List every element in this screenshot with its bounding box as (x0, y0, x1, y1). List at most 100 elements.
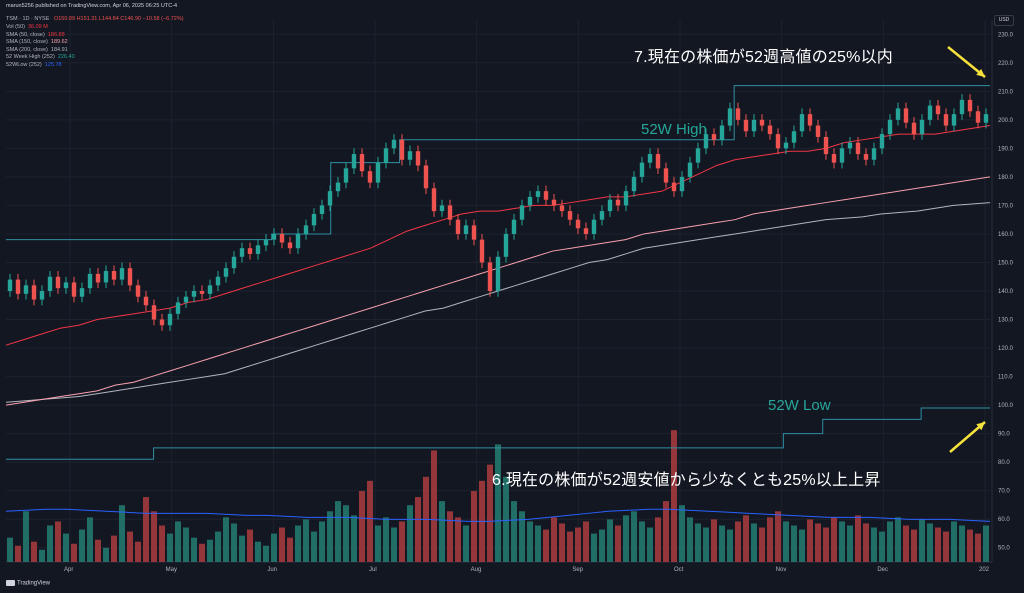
candle-body (927, 105, 933, 120)
candle-body (311, 213, 317, 226)
volume-bar (767, 517, 773, 562)
candle-body (663, 168, 669, 183)
volume-bar (631, 511, 637, 562)
legend-row[interactable]: 52WLow (252) 125.78 (6, 62, 62, 69)
candle-body (839, 148, 845, 163)
candle-body (471, 225, 477, 240)
candle-body (743, 119, 749, 132)
candle-body (295, 233, 301, 249)
volume-bar (407, 505, 413, 562)
candle-body (631, 176, 637, 192)
tradingview-logo: TradingView (6, 580, 50, 587)
candle-body (343, 168, 349, 183)
volume-bar (823, 527, 829, 562)
volume-bar (463, 525, 469, 562)
candle-body (799, 114, 805, 132)
candle-body (119, 268, 125, 280)
candle-body (399, 139, 405, 160)
volume-bar (871, 527, 877, 562)
volume-bar (383, 517, 389, 562)
low52-step-line (6, 407, 990, 460)
candle-body (823, 136, 829, 155)
volume-bar (599, 529, 605, 562)
volume-bar (111, 535, 117, 562)
candle-body (551, 199, 557, 206)
currency-button[interactable]: USD (994, 15, 1014, 26)
volume-bar (615, 525, 621, 562)
candle-body (39, 291, 45, 300)
candle-body (831, 154, 837, 163)
candle-body (559, 205, 565, 212)
volume-bar (959, 525, 965, 562)
candle-body (615, 199, 621, 206)
volume-bar (943, 531, 949, 562)
legend-row[interactable]: Vol (50) 36.09 M (6, 24, 48, 31)
volume-bar (927, 523, 933, 562)
volume-bar (967, 529, 973, 562)
candle-body (511, 219, 517, 234)
volume-bar (343, 505, 349, 562)
volume-bar (591, 533, 597, 562)
candle-body (63, 282, 69, 289)
candle-body (719, 125, 725, 140)
volume-bar (983, 525, 989, 562)
volume-bar (439, 501, 445, 562)
volume-bar (639, 521, 645, 562)
candle-body (215, 276, 221, 286)
volume-bar (975, 533, 981, 562)
volume-bar (103, 547, 109, 562)
time-tick-label: Oct (674, 567, 684, 573)
volume-bar (191, 537, 197, 562)
candle-body (87, 273, 93, 289)
candle-body (951, 114, 957, 126)
time-tick-label: Aug (471, 567, 482, 573)
volume-bar (175, 521, 181, 562)
legend-row[interactable]: SMA (200, close) 184.91 (6, 47, 68, 54)
ohlc-values: O150.89 H151.31 L144.84 C146.90 −10.58 (… (53, 16, 184, 22)
candle-body (479, 239, 485, 263)
volume-bar (79, 529, 85, 562)
candle-body (143, 296, 149, 306)
volume-bar (655, 517, 661, 562)
time-tick-label: May (166, 567, 177, 573)
volume-bar (839, 521, 845, 562)
volume-bar (119, 505, 125, 562)
legend-row[interactable]: 52 Week High (252) 226.40 (6, 54, 75, 61)
candle-body (47, 276, 53, 291)
legend-value: 184.91 (50, 46, 68, 53)
price-tick-label: 190.0 (998, 146, 1014, 152)
volume-bar (647, 527, 653, 562)
candle-body (655, 154, 661, 169)
candle-body (175, 302, 181, 314)
candle-body (391, 139, 397, 149)
volume-bar (231, 523, 237, 562)
volume-bar (247, 529, 253, 562)
volume-bar (879, 531, 885, 562)
candle-body (975, 111, 981, 123)
volume-bar (551, 517, 557, 562)
symbol-line[interactable]: TSM · 1D · NYSE (6, 16, 50, 22)
volume-bar (711, 519, 717, 562)
volume-bar (143, 497, 149, 562)
price-tick-label: 70.0 (998, 489, 1010, 495)
volume-bar (7, 537, 13, 562)
candle-body (775, 134, 781, 149)
candle-body (679, 176, 685, 192)
candle-body (759, 119, 765, 126)
volume-bar (271, 533, 277, 562)
price-tick-label: 130.0 (998, 318, 1014, 324)
legend-row[interactable]: SMA (150, close) 189.62 (6, 39, 68, 46)
candle-body (575, 219, 581, 229)
volume-bar (695, 523, 701, 562)
candle-body (159, 319, 165, 326)
candle-body (871, 148, 877, 160)
price-tick-label: 50.0 (998, 546, 1010, 552)
price-tick-label: 140.0 (998, 289, 1014, 295)
candle-body (111, 271, 117, 280)
volume-bar (159, 525, 165, 562)
legend-row[interactable]: SMA (50, close) 186.88 (6, 32, 65, 39)
candle-body (583, 228, 589, 234)
candle-body (919, 119, 925, 135)
candle-body (847, 142, 853, 149)
